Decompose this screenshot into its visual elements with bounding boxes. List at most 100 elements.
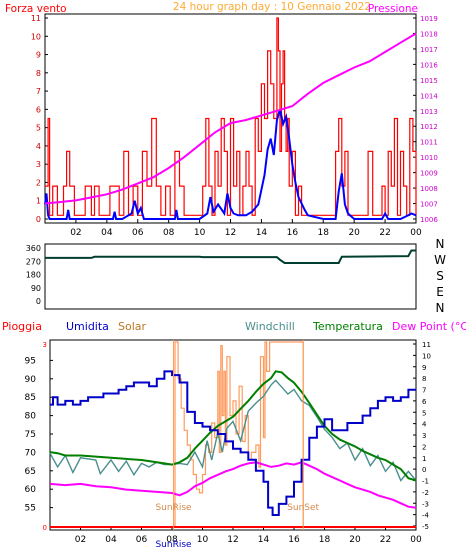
humidity-y-tick-label: 80 — [25, 412, 37, 422]
compass-label: E — [436, 285, 444, 299]
x-tick-label: 16 — [287, 228, 299, 238]
temp-y-tick-label: 8 — [422, 375, 426, 383]
rain-label: Pioggia — [2, 320, 42, 333]
wind-y-tick-label: 3 — [36, 160, 41, 169]
temp-y-tick-label: -4 — [422, 512, 430, 520]
solar-label: Solar — [118, 320, 147, 333]
wind-y-tick-label: 1 — [36, 197, 41, 206]
direction-axis-ticks: 0 90 180 270 360 — [26, 244, 41, 306]
x-tick-label: 04 — [105, 535, 117, 545]
wind-gust-line — [45, 17, 417, 216]
direction-series — [45, 249, 416, 264]
x-tick-label: 02 — [70, 228, 81, 238]
pressure-y-tick-label: 1018 — [420, 30, 438, 38]
direction-y-tick-label: 0 — [36, 297, 41, 306]
temperature-humidity-chart: 55606570758085909503-5-4-3-2-10123456789… — [25, 339, 431, 550]
wind-y-tick-label: 5 — [36, 124, 41, 133]
temp-y-tick-label: 7 — [422, 387, 426, 395]
pressure-y-tick-label: 1017 — [420, 46, 438, 54]
temp-plot-frame — [49, 339, 417, 531]
humidity-y-tick-label: 70 — [25, 448, 37, 458]
wind-pressure-chart: 0123456789101110061007100810091010101110… — [31, 13, 438, 238]
wind-y-tick-label: 4 — [36, 142, 41, 151]
wind-force-label: Forza vento — [5, 3, 67, 15]
pressure-label: Pressione — [368, 3, 418, 15]
temp-y-tick-label: 9 — [422, 364, 426, 372]
temp-series — [49, 341, 417, 528]
humidity-label: Umidita — [66, 320, 109, 333]
x-tick-label: 22 — [380, 535, 391, 545]
sunrise-axis-label: SunRise — [155, 540, 192, 550]
temp-y-tick-label: -5 — [422, 523, 429, 531]
pressure-y-tick-label: 1015 — [420, 77, 438, 85]
x-tick-label: 10 — [194, 228, 206, 238]
x-tick-label: 18 — [318, 228, 330, 238]
temp-y-tick-label: 2 — [422, 443, 426, 451]
temp-axis-ticks: 55606570758085909503-5-4-3-2-10123456789… — [25, 341, 431, 545]
x-tick-label: 18 — [319, 535, 331, 545]
temp-y-tick-label: 4 — [422, 421, 427, 429]
humidity-y-tick-label: 60 — [25, 485, 37, 495]
x-tick-label: 10 — [197, 535, 209, 545]
rain-y-tick-label: 3 — [43, 341, 47, 349]
direction-y-tick-label: 180 — [26, 271, 41, 280]
humidity-y-tick-label: 75 — [25, 430, 36, 440]
direction-y-tick-label: 90 — [31, 284, 41, 293]
windchill-label: Windchill — [245, 320, 295, 333]
x-tick-label: 00 — [410, 228, 422, 238]
dewpoint-label: Dew Point (°C) — [392, 320, 466, 333]
temperature-label: Temperatura — [312, 320, 383, 333]
pressure-y-tick-label: 1011 — [420, 139, 438, 147]
pressure-y-tick-label: 1012 — [420, 123, 438, 131]
x-tick-label: 08 — [163, 228, 175, 238]
temp-y-tick-label: 0 — [422, 466, 426, 474]
temp-y-tick-label: -2 — [422, 489, 429, 497]
pressure-y-tick-label: 1009 — [420, 170, 438, 178]
solar-line — [173, 341, 304, 527]
pressure-line — [44, 32, 417, 205]
pressure-y-tick-label: 1010 — [420, 154, 438, 162]
compass-label: N — [436, 237, 445, 251]
temp-y-tick-label: -1 — [422, 478, 429, 486]
x-tick-label: 14 — [258, 535, 270, 545]
wind-y-tick-label: 9 — [36, 51, 41, 60]
temp-y-tick-label: -3 — [422, 500, 429, 508]
wind-y-tick-label: 10 — [31, 32, 41, 41]
x-tick-label: 00 — [410, 535, 422, 545]
x-tick-label: 08 — [166, 535, 178, 545]
wind-y-tick-label: 7 — [36, 87, 41, 96]
pressure-y-tick-label: 1008 — [420, 185, 438, 193]
pressure-y-tick-label: 1006 — [420, 216, 438, 224]
pressure-y-tick-label: 1014 — [420, 92, 438, 100]
temp-y-tick-label: 11 — [422, 341, 431, 349]
x-tick-label: 12 — [227, 535, 238, 545]
temperature-line — [49, 370, 417, 482]
direction-y-tick-label: 270 — [26, 257, 41, 266]
direction-y-tick-label: 360 — [26, 244, 41, 253]
humidity-y-tick-label: 95 — [25, 356, 36, 366]
wind-y-tick-label: 11 — [31, 14, 41, 23]
x-tick-label: 20 — [349, 535, 361, 545]
temp-y-tick-label: 1 — [422, 455, 426, 463]
temp-y-tick-label: 10 — [422, 352, 431, 360]
sunrise-label: SunRise — [155, 503, 192, 513]
windchill-line — [49, 379, 417, 482]
rain-y-tick-label: 0 — [43, 524, 47, 532]
wind-average-line — [44, 109, 417, 220]
x-tick-label: 22 — [379, 228, 390, 238]
humidity-line — [50, 370, 416, 516]
compass-label: W — [434, 253, 446, 267]
x-tick-label: 02 — [75, 535, 86, 545]
pressure-y-tick-label: 1016 — [420, 61, 438, 69]
sun-annotations: SunRise SunSet SunRise — [155, 340, 320, 550]
x-tick-label: 12 — [225, 228, 236, 238]
wind-y-tick-label: 0 — [36, 215, 41, 224]
wind-y-tick-label: 2 — [36, 178, 41, 187]
temp-y-tick-label: 6 — [422, 398, 427, 406]
wind-direction-line — [45, 249, 416, 264]
temp-y-tick-label: 3 — [422, 432, 426, 440]
